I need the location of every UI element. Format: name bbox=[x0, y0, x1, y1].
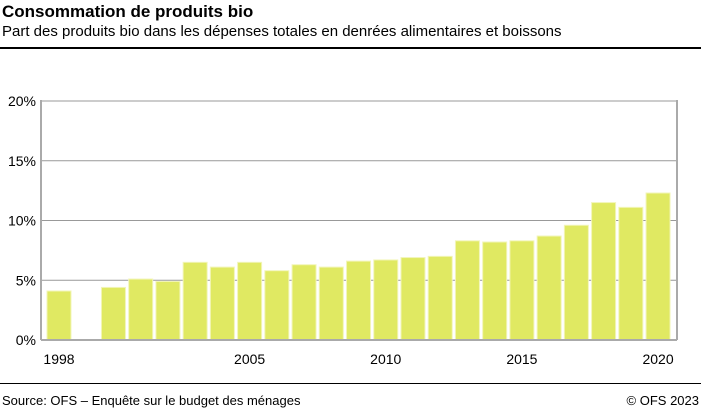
bar-2009 bbox=[346, 260, 372, 341]
bar-2010 bbox=[373, 259, 399, 341]
bar-2015 bbox=[509, 240, 535, 341]
bar-2013 bbox=[454, 240, 480, 341]
source-note: Source: OFS – Enquête sur le budget des … bbox=[2, 393, 301, 408]
bottom-rule bbox=[0, 383, 701, 384]
chart-subtitle: Part des produits bio dans les dépenses … bbox=[2, 23, 562, 40]
y-tick-label: 5% bbox=[16, 272, 36, 288]
bar-2004 bbox=[209, 266, 235, 341]
bar-2003 bbox=[182, 261, 208, 341]
bar-2014 bbox=[482, 241, 508, 341]
bar-1998 bbox=[46, 290, 72, 341]
bar-2018 bbox=[591, 202, 617, 341]
bar-2000 bbox=[100, 286, 126, 341]
bar-2006 bbox=[264, 270, 290, 341]
copyright: © OFS 2023 bbox=[626, 393, 699, 408]
bar-2017 bbox=[563, 224, 589, 341]
bar-2016 bbox=[536, 235, 562, 341]
x-tick-label: 2010 bbox=[370, 351, 401, 367]
bar-2020 bbox=[645, 192, 671, 341]
x-tick-label: 2005 bbox=[234, 351, 265, 367]
bar-2007 bbox=[291, 264, 317, 341]
bar-2001 bbox=[128, 278, 154, 341]
y-tick-label: 0% bbox=[16, 332, 36, 348]
y-tick-label: 10% bbox=[8, 213, 36, 229]
y-tick-label: 15% bbox=[8, 153, 36, 169]
bar-2012 bbox=[427, 255, 453, 341]
bar-2008 bbox=[318, 266, 344, 341]
bar-2019 bbox=[618, 206, 644, 341]
x-tick-label: 2015 bbox=[506, 351, 537, 367]
bar-2005 bbox=[237, 261, 263, 341]
chart-title: Consommation de produits bio bbox=[2, 2, 254, 21]
x-tick-label: 1998 bbox=[43, 351, 74, 367]
y-tick-label: 20% bbox=[8, 93, 36, 109]
x-tick-label: 2020 bbox=[642, 351, 673, 367]
bar-2002 bbox=[155, 280, 181, 341]
top-rule bbox=[0, 47, 701, 49]
bar-2011 bbox=[400, 257, 426, 341]
